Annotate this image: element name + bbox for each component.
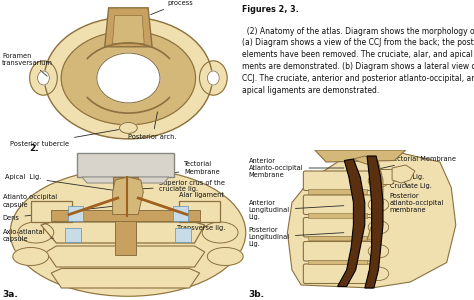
Text: (2) Anatomy of the atlas. Diagram shows the morphology of the first cervical ver: (2) Anatomy of the atlas. Diagram shows … <box>242 26 474 94</box>
Ellipse shape <box>368 198 389 211</box>
Text: Posterior
atlanto-occipital
membrane: Posterior atlanto-occipital membrane <box>390 179 444 212</box>
FancyBboxPatch shape <box>308 260 367 264</box>
FancyBboxPatch shape <box>303 264 372 284</box>
Polygon shape <box>392 165 415 183</box>
Text: Tectorial Membrane: Tectorial Membrane <box>379 156 456 169</box>
Ellipse shape <box>200 61 227 95</box>
Text: 3b.: 3b. <box>249 290 265 299</box>
Text: Posterior arch.: Posterior arch. <box>128 112 177 140</box>
FancyBboxPatch shape <box>303 218 372 237</box>
FancyBboxPatch shape <box>303 171 372 190</box>
FancyBboxPatch shape <box>68 206 83 220</box>
Text: Dens: Dens <box>2 206 118 220</box>
FancyBboxPatch shape <box>308 236 367 240</box>
FancyBboxPatch shape <box>115 210 136 255</box>
Polygon shape <box>287 153 456 288</box>
Ellipse shape <box>119 122 137 134</box>
Ellipse shape <box>97 53 160 103</box>
Text: Superior crus of the
cruciate lig.: Superior crus of the cruciate lig. <box>141 179 225 193</box>
Ellipse shape <box>368 244 389 258</box>
Polygon shape <box>105 8 152 47</box>
Polygon shape <box>31 201 72 222</box>
Text: Foramen
transversarium: Foramen transversarium <box>2 53 53 76</box>
Polygon shape <box>179 201 220 222</box>
Text: Axio-atlantal
capsule: Axio-atlantal capsule <box>2 229 54 242</box>
Polygon shape <box>365 156 383 288</box>
Text: Cruciate Lig.: Cruciate Lig. <box>377 183 432 189</box>
Ellipse shape <box>10 169 246 296</box>
FancyBboxPatch shape <box>175 228 191 242</box>
Polygon shape <box>46 246 205 267</box>
Text: Apical  Lig.: Apical Lig. <box>5 174 123 192</box>
Polygon shape <box>51 268 200 288</box>
Text: Transverse lig.: Transverse lig. <box>177 218 225 231</box>
Ellipse shape <box>29 61 57 95</box>
Text: Posterior
Longitudinal
Lig.: Posterior Longitudinal Lig. <box>249 227 344 247</box>
FancyBboxPatch shape <box>308 213 367 218</box>
Text: Anterior
Longitudinal
Lig.: Anterior Longitudinal Lig. <box>249 200 344 220</box>
Polygon shape <box>77 153 174 177</box>
Polygon shape <box>113 177 143 214</box>
FancyBboxPatch shape <box>113 177 138 216</box>
Ellipse shape <box>13 248 49 266</box>
Polygon shape <box>113 16 144 44</box>
Text: Figures 2, 3.: Figures 2, 3. <box>242 5 299 14</box>
Text: Anterior
Atlanto-occipital
Membrane: Anterior Atlanto-occipital Membrane <box>249 158 344 178</box>
Ellipse shape <box>368 267 389 280</box>
FancyBboxPatch shape <box>303 242 372 261</box>
Text: Tectorial
Membrane: Tectorial Membrane <box>136 161 220 179</box>
FancyBboxPatch shape <box>65 228 81 242</box>
Polygon shape <box>41 222 205 243</box>
Text: Atlanto occipital
capsule: Atlanto occipital capsule <box>2 194 57 212</box>
Polygon shape <box>337 159 365 286</box>
Text: Apical Lig.: Apical Lig. <box>377 174 424 180</box>
Ellipse shape <box>61 31 195 125</box>
Ellipse shape <box>45 17 212 139</box>
FancyBboxPatch shape <box>303 195 372 214</box>
Ellipse shape <box>202 222 238 243</box>
Text: Posterior tubercle: Posterior tubercle <box>10 128 126 146</box>
FancyBboxPatch shape <box>173 206 188 220</box>
Polygon shape <box>82 177 169 183</box>
FancyBboxPatch shape <box>51 210 200 220</box>
Polygon shape <box>372 169 397 184</box>
Text: 3a.: 3a. <box>2 290 18 299</box>
Text: process: process <box>151 0 193 15</box>
Ellipse shape <box>368 220 389 234</box>
Text: Alar ligament: Alar ligament <box>176 192 224 212</box>
FancyBboxPatch shape <box>308 189 367 194</box>
Ellipse shape <box>207 248 243 266</box>
Ellipse shape <box>18 222 54 243</box>
Polygon shape <box>354 156 383 240</box>
Ellipse shape <box>37 71 49 85</box>
Ellipse shape <box>368 174 389 188</box>
Polygon shape <box>315 150 406 162</box>
Text: 2.: 2. <box>29 144 39 153</box>
Ellipse shape <box>207 71 219 85</box>
